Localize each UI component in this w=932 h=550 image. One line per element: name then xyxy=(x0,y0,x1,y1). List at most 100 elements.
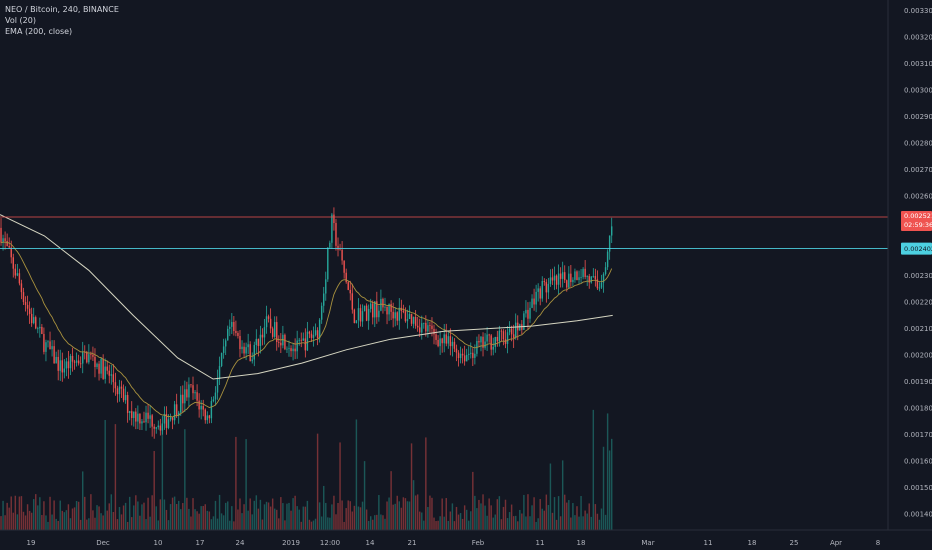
candle-body xyxy=(177,412,180,416)
candle-body xyxy=(235,330,237,333)
volume-bar xyxy=(43,501,45,530)
volume-bar xyxy=(177,500,180,530)
volume-bar xyxy=(559,516,562,530)
volume-bar xyxy=(461,518,464,530)
volume-bar xyxy=(355,419,358,530)
candle-body xyxy=(376,301,378,318)
volume-bar xyxy=(59,500,61,530)
volume-bar xyxy=(263,504,266,530)
candle-body xyxy=(384,306,386,308)
candle-body xyxy=(345,272,347,283)
candle-body xyxy=(133,411,135,418)
volume-bar xyxy=(110,494,113,530)
volume-bar xyxy=(288,502,290,530)
candle-body xyxy=(535,291,537,305)
horizontal-levels[interactable] xyxy=(0,216,888,249)
candle-body xyxy=(169,417,172,420)
volume-bar xyxy=(51,514,53,530)
volume-bar xyxy=(84,496,86,530)
candle-body xyxy=(122,388,125,401)
volume-bar xyxy=(153,451,155,530)
candle-body xyxy=(533,298,535,305)
volume-bar xyxy=(316,433,319,530)
volume-bar xyxy=(431,497,433,530)
volume-bar xyxy=(269,506,272,530)
candle-body xyxy=(316,330,319,339)
candle-body xyxy=(539,288,541,299)
candle-body xyxy=(239,335,241,350)
candle-body xyxy=(210,401,213,419)
candle-body xyxy=(143,421,145,423)
volume-bar xyxy=(349,501,351,530)
legend-volume[interactable]: Vol (20) xyxy=(5,16,36,25)
candle-body xyxy=(45,342,47,352)
volume-bar xyxy=(294,495,296,530)
time-tick-label: 19 xyxy=(27,539,36,547)
volume-bar xyxy=(196,511,198,530)
volume-bar xyxy=(408,501,411,530)
candle-body xyxy=(165,413,168,428)
volume-bar xyxy=(28,510,31,530)
volume-bar xyxy=(480,503,482,530)
candle-body xyxy=(576,271,578,281)
volume-bar xyxy=(445,498,447,530)
legend-ema[interactable]: EMA (200, close) xyxy=(5,27,73,36)
volume-bar xyxy=(490,505,492,530)
candle-body xyxy=(574,271,576,280)
candle-body xyxy=(116,388,119,395)
candle-body xyxy=(90,354,92,355)
candle-body xyxy=(243,346,245,354)
candle-body xyxy=(537,288,539,292)
volume-bar xyxy=(273,508,276,530)
candle-body xyxy=(39,326,41,329)
candle-body xyxy=(253,344,255,360)
volume-bar xyxy=(112,511,115,530)
candle-body xyxy=(231,322,233,327)
volume-bar xyxy=(229,520,231,530)
time-axis[interactable]: 19 Dec 10 17 24 2019 12:00 14 21 Feb 11 18 Mar 11 18 25… xyxy=(27,539,881,547)
candle-body xyxy=(6,240,8,246)
volume-bar xyxy=(412,480,415,530)
candle-body xyxy=(527,309,529,319)
volume-bar xyxy=(457,514,460,530)
time-tick-label: 11 xyxy=(704,539,713,547)
candle-body xyxy=(194,392,196,394)
candle-body xyxy=(286,348,288,350)
candle-body xyxy=(128,411,131,413)
volume-bar xyxy=(484,505,486,530)
candle-body xyxy=(147,412,149,419)
volume-bar xyxy=(447,520,450,530)
volume-bar xyxy=(200,506,202,530)
candle-body xyxy=(300,339,302,341)
volume-bar xyxy=(380,514,382,530)
volume-bar xyxy=(386,501,388,530)
volume-bar xyxy=(557,496,560,530)
candle-body xyxy=(359,308,362,322)
time-tick-label: 12:00 xyxy=(320,539,340,547)
candle-body xyxy=(572,279,574,283)
candle-body xyxy=(241,346,243,350)
candle-body xyxy=(608,235,611,252)
volume-bar xyxy=(151,495,153,530)
candle-body xyxy=(26,304,29,309)
candle-body xyxy=(14,268,17,276)
candle-body xyxy=(204,409,206,421)
volume-bar xyxy=(392,504,394,530)
volume-bar xyxy=(576,506,578,530)
candle-body xyxy=(365,305,368,321)
candle-body xyxy=(73,361,76,363)
legend-symbol[interactable]: NEO / Bitcoin, 240, BINANCE xyxy=(5,5,119,14)
candle-body xyxy=(551,277,554,281)
candle-body xyxy=(392,311,394,319)
candle-body xyxy=(126,395,129,413)
candlestick-series xyxy=(0,207,613,439)
support-badge-price: 0.002402 xyxy=(904,245,932,253)
candle-body xyxy=(112,374,115,383)
candle-body xyxy=(290,348,292,352)
candle-body xyxy=(47,341,49,343)
volume-bar xyxy=(124,502,127,530)
volume-bar xyxy=(504,499,507,530)
